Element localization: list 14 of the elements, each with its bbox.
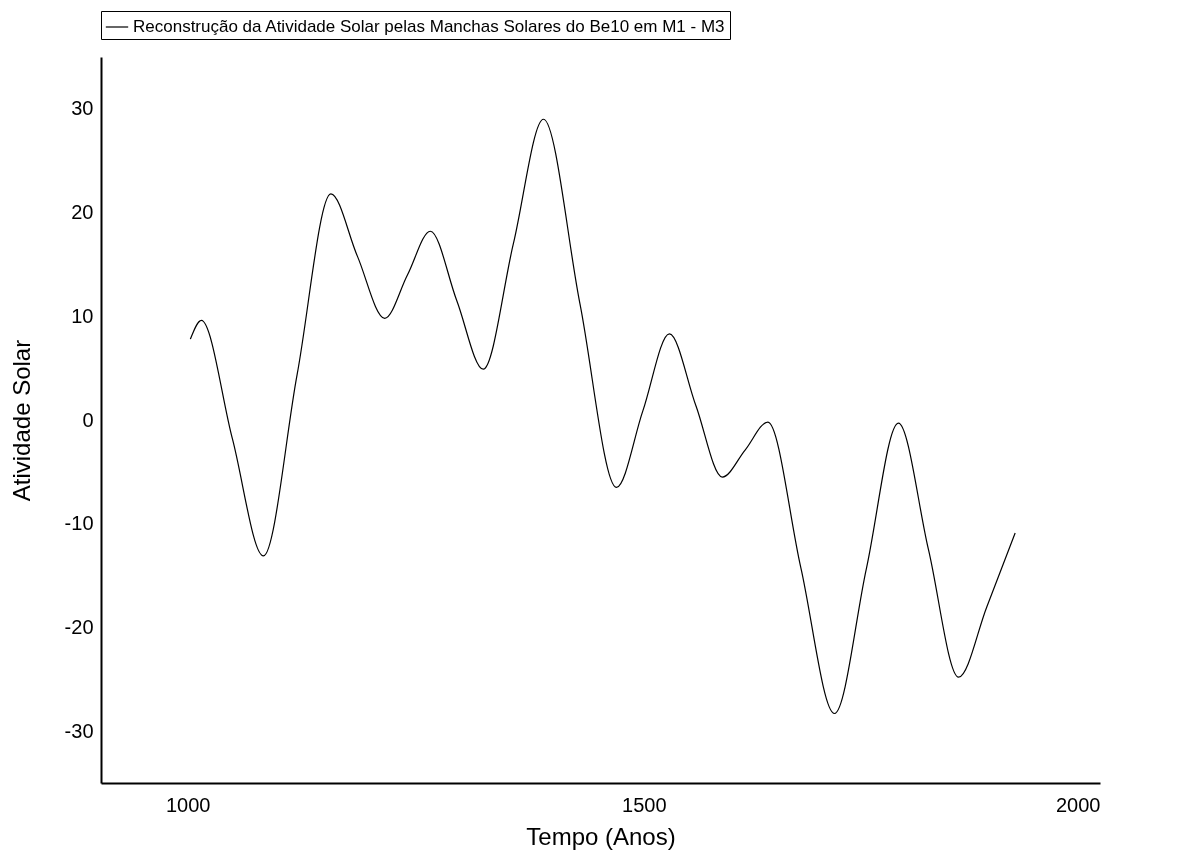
x-axis-title: Tempo (Anos) [526,822,676,850]
y-tick-label: -10 [64,512,94,535]
y-tick-label: 0 [82,408,94,431]
y-tick-label: 20 [71,201,94,224]
line-series [189,118,1016,715]
legend-label: Reconstrução da Atividade Solar pelas Manchas Solares do Be10 em M1 - M3 [133,17,725,36]
x-tick-label: 2000 [1056,793,1101,816]
y-tick-label: -30 [64,719,94,742]
x-tick-label: 1500 [622,793,667,816]
y-axis-title: Atividade Solar [7,339,35,502]
y-tick-label: 30 [71,97,94,120]
y-tick-label: 10 [71,304,94,327]
y-tick-label: -20 [64,615,94,638]
x-tick-label: 1000 [165,793,211,816]
